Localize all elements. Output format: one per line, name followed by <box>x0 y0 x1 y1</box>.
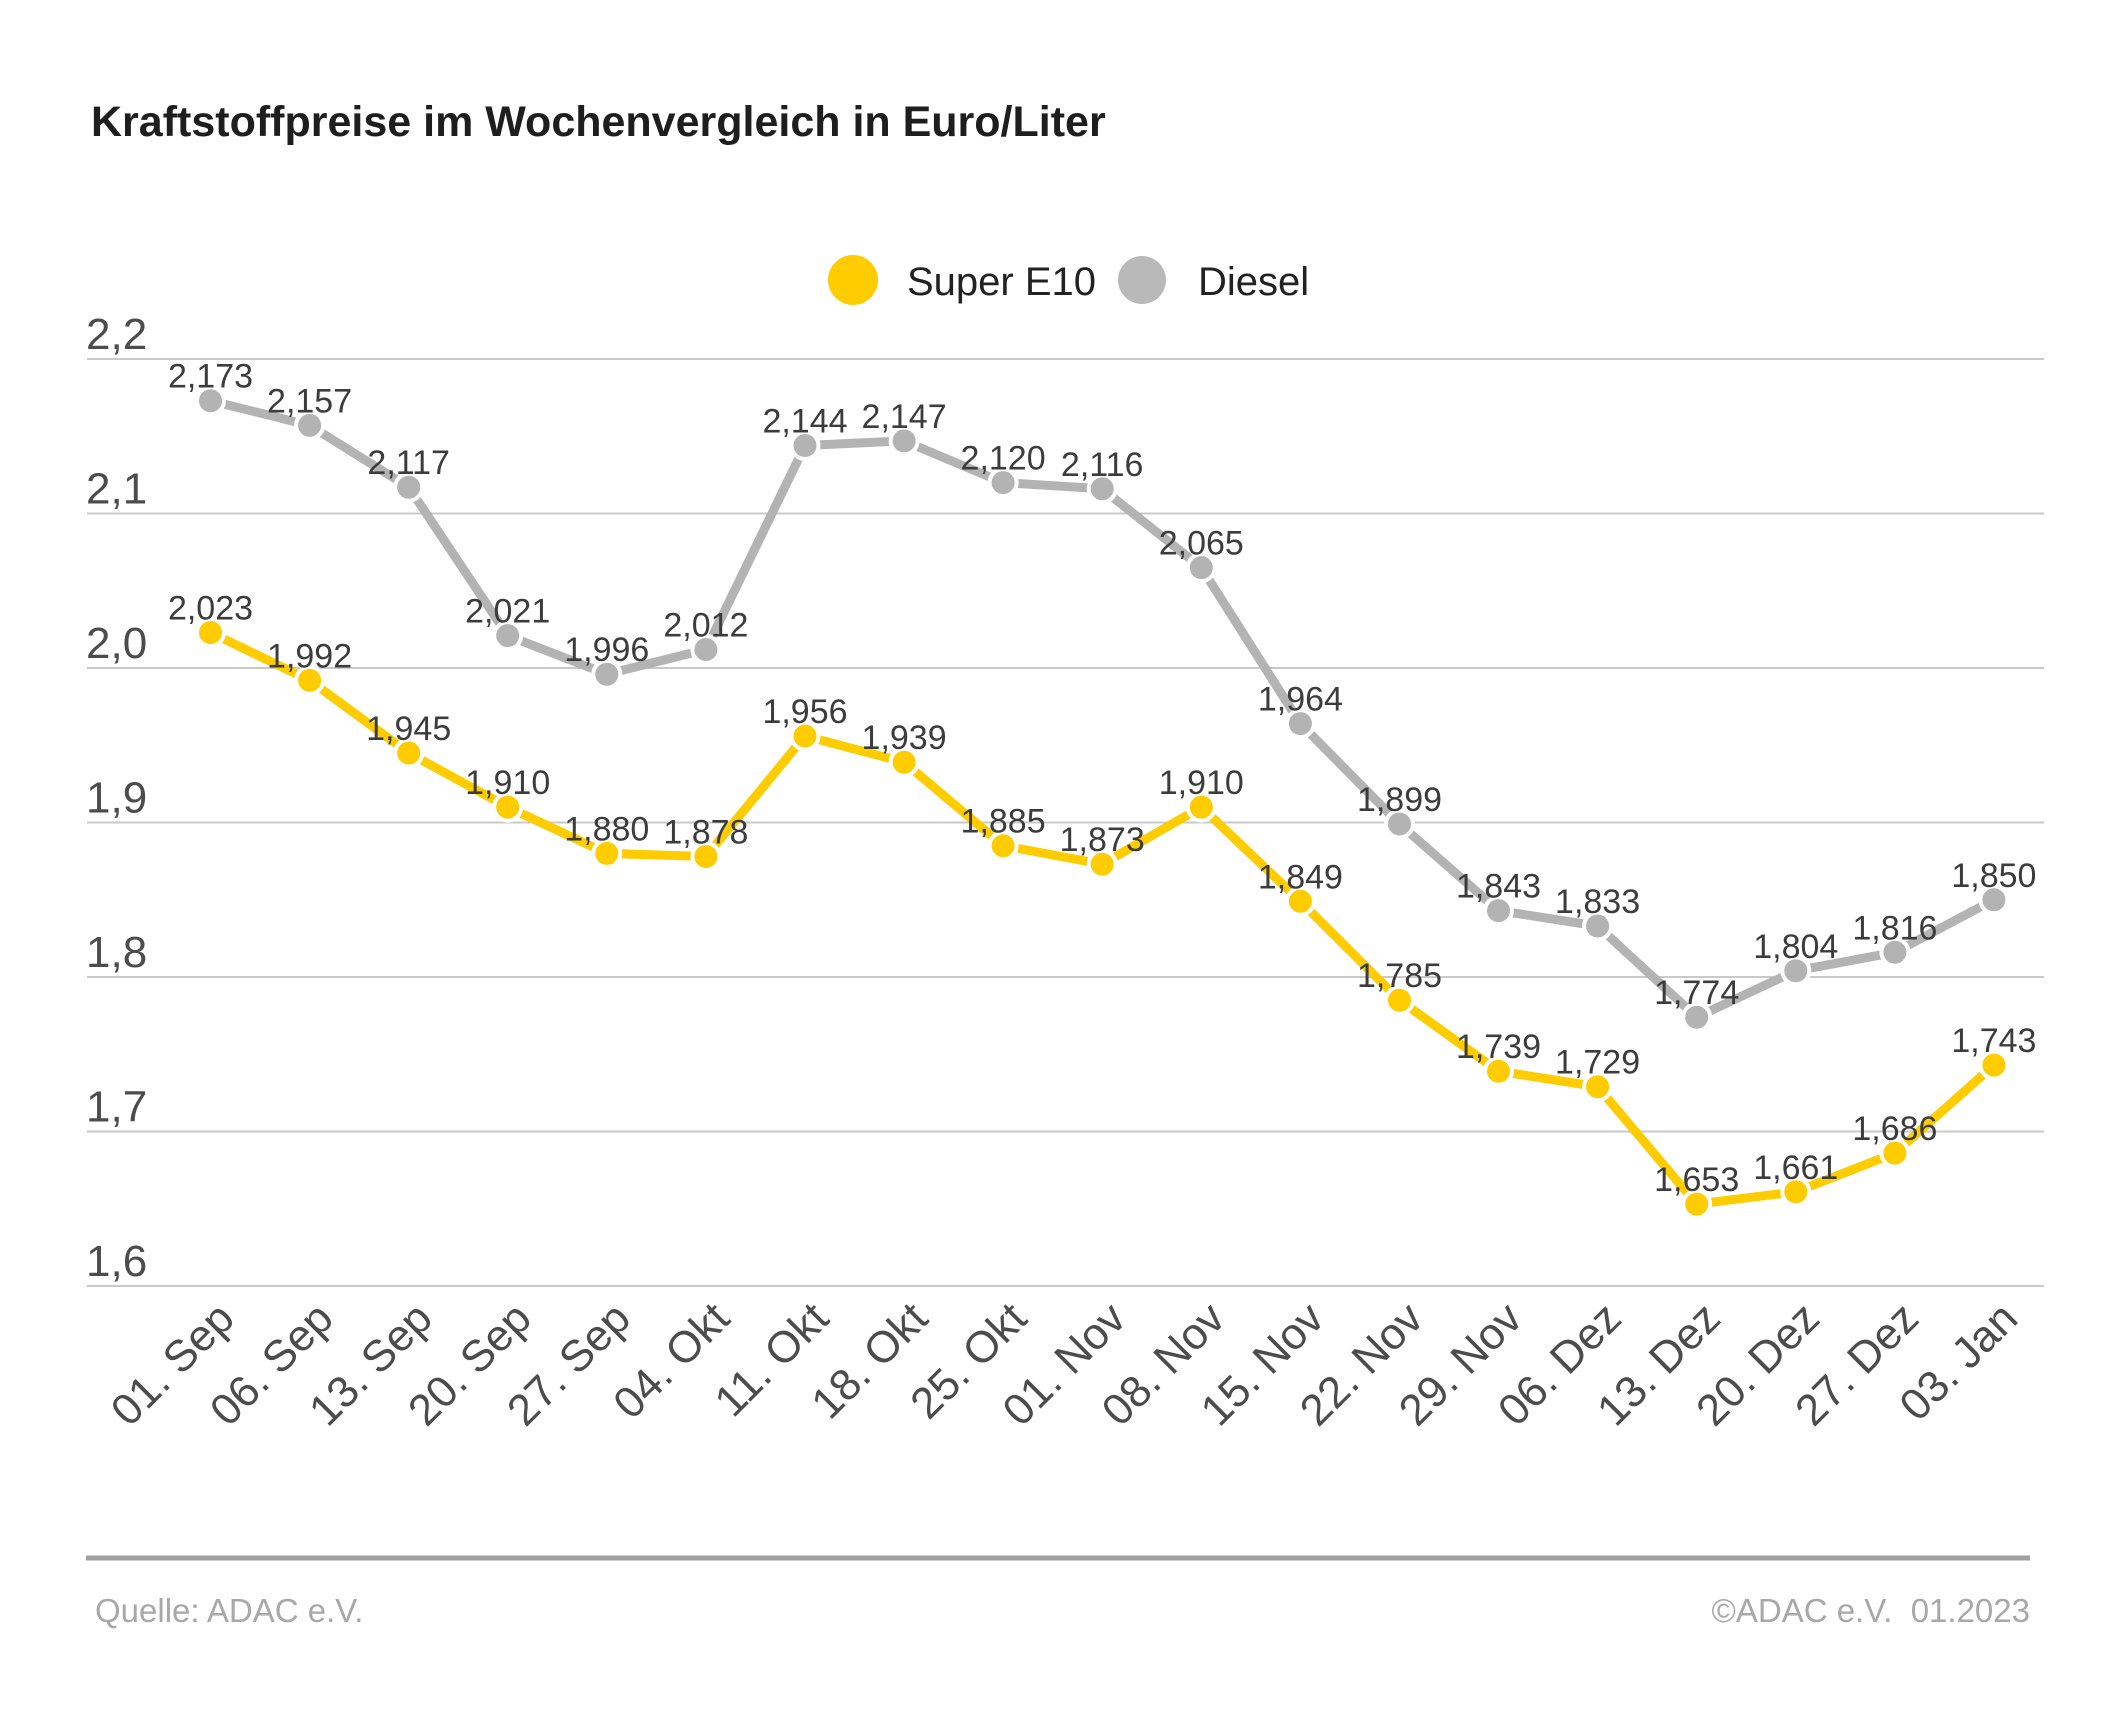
svg-text:1,939: 1,939 <box>862 719 947 757</box>
svg-text:1,945: 1,945 <box>366 710 451 748</box>
svg-text:1,686: 1,686 <box>1852 1110 1937 1148</box>
svg-text:2,023: 2,023 <box>168 590 253 628</box>
svg-text:1,6: 1,6 <box>86 1237 147 1286</box>
svg-text:1,739: 1,739 <box>1456 1028 1541 1066</box>
svg-text:1,910: 1,910 <box>1159 764 1244 802</box>
svg-text:Diesel: Diesel <box>1198 260 1309 304</box>
svg-text:1,956: 1,956 <box>762 693 847 731</box>
svg-text:2,117: 2,117 <box>367 444 450 482</box>
svg-text:2,2: 2,2 <box>86 310 147 359</box>
svg-text:1,964: 1,964 <box>1258 681 1343 719</box>
svg-text:2,144: 2,144 <box>762 403 847 441</box>
svg-text:2,0: 2,0 <box>86 619 147 668</box>
svg-text:1,873: 1,873 <box>1060 821 1145 859</box>
svg-text:1,785: 1,785 <box>1357 957 1442 995</box>
svg-text:1,849: 1,849 <box>1258 858 1343 896</box>
svg-text:1,743: 1,743 <box>1951 1022 2036 1060</box>
svg-text:1,774: 1,774 <box>1654 974 1739 1012</box>
svg-text:1,8: 1,8 <box>86 928 147 977</box>
svg-text:2,065: 2,065 <box>1159 525 1244 563</box>
svg-text:1,661: 1,661 <box>1753 1149 1838 1187</box>
svg-text:1,996: 1,996 <box>564 631 649 669</box>
svg-text:1,843: 1,843 <box>1456 868 1541 906</box>
svg-text:Super E10: Super E10 <box>907 260 1096 304</box>
svg-text:1,804: 1,804 <box>1753 928 1838 966</box>
svg-text:1,816: 1,816 <box>1852 909 1937 947</box>
svg-text:1,910: 1,910 <box>465 764 550 802</box>
svg-text:1,729: 1,729 <box>1555 1044 1640 1082</box>
svg-text:2,116: 2,116 <box>1061 446 1144 484</box>
svg-text:Quelle: ADAC e.V.: Quelle: ADAC e.V. <box>95 1592 363 1629</box>
svg-text:1,850: 1,850 <box>1951 857 2036 895</box>
svg-text:2,120: 2,120 <box>961 440 1046 478</box>
svg-text:1,899: 1,899 <box>1357 781 1442 819</box>
svg-text:1,878: 1,878 <box>663 814 748 852</box>
svg-text:1,880: 1,880 <box>564 810 649 848</box>
svg-text:Kraftstoffpreise im Wochenverg: Kraftstoffpreise im Wochenvergleich in E… <box>91 98 1106 146</box>
svg-text:2,012: 2,012 <box>663 607 748 645</box>
svg-text:1,9: 1,9 <box>86 774 147 823</box>
svg-text:1,885: 1,885 <box>961 803 1046 841</box>
svg-text:2,147: 2,147 <box>862 398 947 436</box>
svg-text:2,1: 2,1 <box>86 465 147 514</box>
svg-text:©ADAC e.V. 01.2023: ©ADAC e.V. 01.2023 <box>1712 1592 2030 1629</box>
svg-text:1,653: 1,653 <box>1654 1161 1739 1199</box>
svg-text:2,021: 2,021 <box>465 593 550 631</box>
svg-text:2,157: 2,157 <box>267 382 352 420</box>
svg-text:2,173: 2,173 <box>168 358 253 396</box>
svg-text:1,833: 1,833 <box>1555 883 1640 921</box>
svg-text:1,992: 1,992 <box>267 637 352 675</box>
svg-text:1,7: 1,7 <box>86 1083 147 1132</box>
